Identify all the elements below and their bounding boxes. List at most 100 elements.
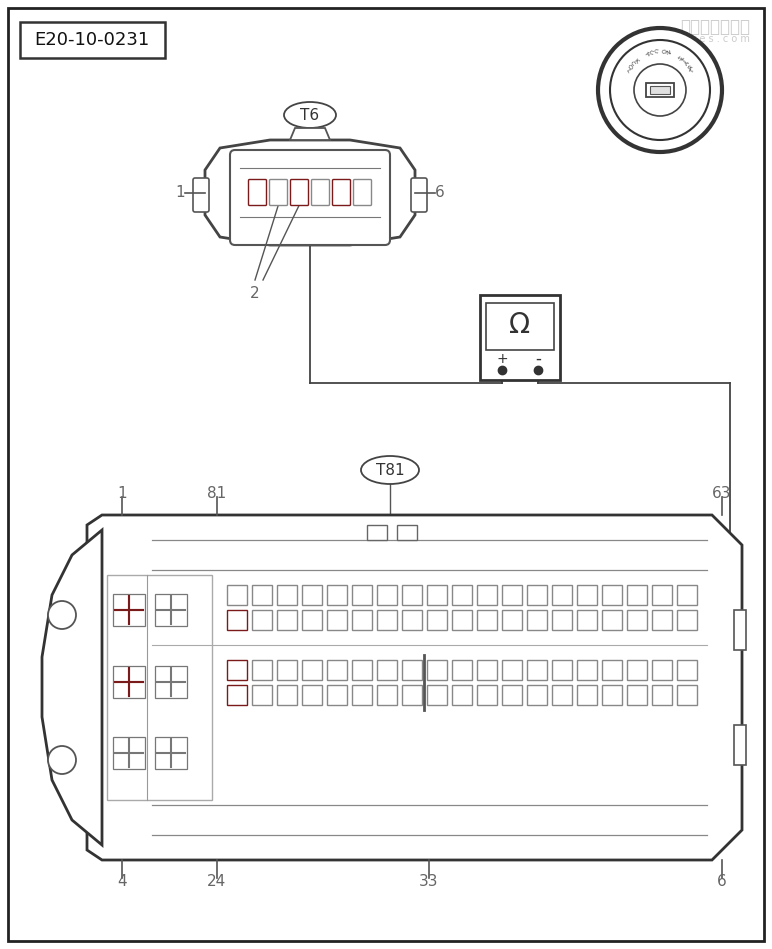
Text: 汽车维修技术网: 汽车维修技术网 <box>680 18 750 36</box>
FancyBboxPatch shape <box>227 685 247 705</box>
Text: Ω: Ω <box>510 310 530 339</box>
FancyBboxPatch shape <box>269 179 287 206</box>
FancyBboxPatch shape <box>352 585 372 605</box>
FancyBboxPatch shape <box>527 685 547 705</box>
FancyBboxPatch shape <box>652 660 672 680</box>
Text: C: C <box>648 50 654 56</box>
Text: T: T <box>689 68 696 74</box>
Polygon shape <box>42 530 102 845</box>
FancyBboxPatch shape <box>402 660 422 680</box>
Text: T: T <box>682 58 688 64</box>
FancyBboxPatch shape <box>352 685 372 705</box>
FancyBboxPatch shape <box>627 685 647 705</box>
Ellipse shape <box>284 102 336 128</box>
Text: T81: T81 <box>376 462 405 477</box>
Text: T6: T6 <box>300 107 320 122</box>
Text: S: S <box>678 55 684 62</box>
FancyBboxPatch shape <box>397 525 417 540</box>
Text: 33: 33 <box>419 874 438 889</box>
FancyBboxPatch shape <box>249 179 266 206</box>
FancyBboxPatch shape <box>577 610 597 630</box>
FancyBboxPatch shape <box>502 585 522 605</box>
FancyBboxPatch shape <box>577 585 597 605</box>
Polygon shape <box>87 515 742 860</box>
FancyBboxPatch shape <box>552 685 572 705</box>
FancyBboxPatch shape <box>427 660 447 680</box>
Text: O: O <box>662 49 667 55</box>
Circle shape <box>48 746 76 774</box>
FancyBboxPatch shape <box>427 685 447 705</box>
Text: N: N <box>666 50 672 56</box>
FancyBboxPatch shape <box>677 685 697 705</box>
FancyBboxPatch shape <box>227 660 247 680</box>
Text: 1: 1 <box>117 486 127 500</box>
Text: C: C <box>629 61 635 67</box>
FancyBboxPatch shape <box>502 610 522 630</box>
FancyBboxPatch shape <box>577 685 597 705</box>
FancyBboxPatch shape <box>311 179 330 206</box>
Text: w w w . q c r e s . c o m: w w w . q c r e s . c o m <box>635 34 750 44</box>
Text: R: R <box>687 65 694 70</box>
FancyBboxPatch shape <box>402 585 422 605</box>
FancyBboxPatch shape <box>677 610 697 630</box>
FancyBboxPatch shape <box>602 585 622 605</box>
FancyBboxPatch shape <box>602 685 622 705</box>
Text: E20-10-0231: E20-10-0231 <box>35 31 150 49</box>
FancyBboxPatch shape <box>552 585 572 605</box>
FancyBboxPatch shape <box>452 610 472 630</box>
FancyBboxPatch shape <box>327 685 347 705</box>
Ellipse shape <box>361 456 419 484</box>
FancyBboxPatch shape <box>377 610 397 630</box>
Text: 4: 4 <box>117 874 127 889</box>
FancyBboxPatch shape <box>354 179 371 206</box>
FancyBboxPatch shape <box>452 585 472 605</box>
FancyBboxPatch shape <box>327 660 347 680</box>
FancyBboxPatch shape <box>277 660 297 680</box>
FancyBboxPatch shape <box>577 660 597 680</box>
Text: 63: 63 <box>713 486 732 500</box>
Text: 6: 6 <box>435 185 445 200</box>
FancyBboxPatch shape <box>352 660 372 680</box>
Polygon shape <box>205 140 415 245</box>
FancyBboxPatch shape <box>477 685 497 705</box>
Text: 1: 1 <box>175 185 185 200</box>
Text: C: C <box>653 49 658 55</box>
Text: A: A <box>684 61 691 67</box>
FancyBboxPatch shape <box>627 610 647 630</box>
FancyBboxPatch shape <box>327 610 347 630</box>
FancyBboxPatch shape <box>402 685 422 705</box>
FancyBboxPatch shape <box>627 585 647 605</box>
FancyBboxPatch shape <box>502 685 522 705</box>
FancyBboxPatch shape <box>302 610 322 630</box>
FancyBboxPatch shape <box>502 660 522 680</box>
FancyBboxPatch shape <box>193 178 209 212</box>
Polygon shape <box>290 128 330 140</box>
FancyBboxPatch shape <box>452 660 472 680</box>
FancyBboxPatch shape <box>452 685 472 705</box>
FancyBboxPatch shape <box>652 610 672 630</box>
FancyBboxPatch shape <box>107 575 212 800</box>
FancyBboxPatch shape <box>252 660 272 680</box>
FancyBboxPatch shape <box>252 610 272 630</box>
FancyBboxPatch shape <box>377 660 397 680</box>
FancyBboxPatch shape <box>480 295 560 380</box>
Text: K: K <box>632 58 638 65</box>
Text: 24: 24 <box>208 874 227 889</box>
FancyBboxPatch shape <box>290 179 309 206</box>
FancyBboxPatch shape <box>602 610 622 630</box>
Text: 2: 2 <box>250 286 260 301</box>
FancyBboxPatch shape <box>8 8 764 941</box>
FancyBboxPatch shape <box>677 660 697 680</box>
FancyBboxPatch shape <box>252 685 272 705</box>
FancyBboxPatch shape <box>302 660 322 680</box>
Circle shape <box>598 28 722 152</box>
FancyBboxPatch shape <box>327 585 347 605</box>
Circle shape <box>634 64 686 116</box>
FancyBboxPatch shape <box>650 86 670 94</box>
FancyBboxPatch shape <box>427 610 447 630</box>
FancyBboxPatch shape <box>652 685 672 705</box>
FancyBboxPatch shape <box>377 585 397 605</box>
FancyBboxPatch shape <box>734 725 746 765</box>
FancyBboxPatch shape <box>477 585 497 605</box>
FancyBboxPatch shape <box>646 83 674 97</box>
